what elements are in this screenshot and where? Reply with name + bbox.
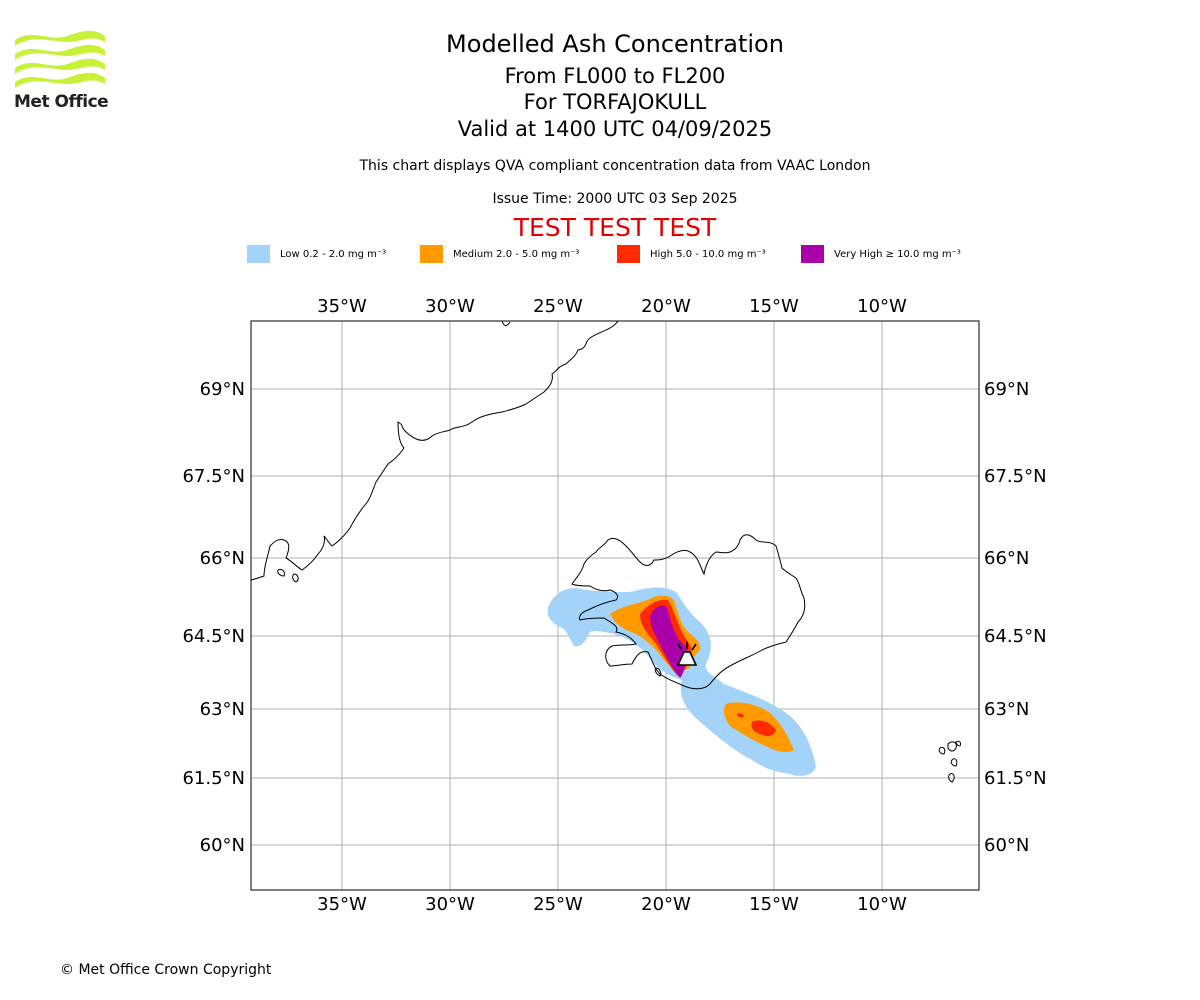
lon-label-bottom: 10°W [857,894,907,915]
latitude-labels-left: 69°N 67.5°N 66°N 64.5°N 63°N 61.5°N 60°N [182,379,245,856]
volcano-name: For TORFAJOKULL [523,90,707,114]
valid-time: Valid at 1400 UTC 04/09/2025 [457,117,773,141]
legend-label-medium: Medium 2.0 - 5.0 mg m⁻³ [453,248,580,260]
legend-label-high: High 5.0 - 10.0 mg m⁻³ [650,248,766,260]
legend-item-low: Low 0.2 - 2.0 mg m⁻³ [247,244,386,264]
met-office-waves-icon [15,30,105,88]
longitude-labels-top: 35°W 30°W 25°W 20°W 15°W 10°W [317,296,907,317]
lon-label-top: 15°W [749,296,799,317]
lon-label-top: 20°W [641,296,691,317]
flight-level-range: From FL000 to FL200 [504,64,726,88]
legend-swatch-medium [420,245,443,263]
lat-label-right: 67.5°N [984,466,1047,487]
lat-label-right: 61.5°N [984,768,1047,789]
lon-label-top: 10°W [857,296,907,317]
lat-label-right: 63°N [984,699,1029,720]
lat-label-left: 63°N [200,699,245,720]
lon-label-top: 30°W [425,296,475,317]
lon-label-top: 25°W [533,296,583,317]
lat-label-left: 64.5°N [182,626,245,647]
lon-label-bottom: 35°W [317,894,367,915]
lat-label-left: 61.5°N [182,768,245,789]
map-frame [250,320,980,891]
longitude-labels-bottom: 35°W 30°W 25°W 20°W 15°W 10°W [317,894,907,915]
issue-time: Issue Time: 2000 UTC 03 Sep 2025 [492,191,738,207]
chart-description: This chart displays QVA compliant concen… [359,158,871,174]
volcano-icon [676,642,698,666]
lat-label-right: 66°N [984,548,1029,569]
met-office-logo: Met Office [12,28,112,114]
lat-label-left: 66°N [200,548,245,569]
lat-label-left: 60°N [200,835,245,856]
chart-title: Modelled Ash Concentration [446,30,784,58]
legend-item-high: High 5.0 - 10.0 mg m⁻³ [617,244,766,264]
test-banner: TEST TEST TEST [513,213,717,242]
map-gridlines [251,321,979,890]
logo-text: Met Office [14,92,109,112]
lat-label-right: 64.5°N [984,626,1047,647]
lat-label-left: 69°N [200,379,245,400]
lon-label-bottom: 30°W [425,894,475,915]
ash-area-very-high [650,605,689,678]
legend-swatch-high [617,245,640,263]
legend-label-low: Low 0.2 - 2.0 mg m⁻³ [280,248,387,260]
lon-label-bottom: 15°W [749,894,799,915]
latitude-labels-right: 69°N 67.5°N 66°N 64.5°N 63°N 61.5°N 60°N [984,379,1047,856]
legend-item-very-high: Very High ≥ 10.0 mg m⁻³ [801,244,961,264]
lon-label-top: 35°W [317,296,367,317]
legend-item-medium: Medium 2.0 - 5.0 mg m⁻³ [420,244,579,264]
lon-label-bottom: 25°W [533,894,583,915]
lat-label-left: 67.5°N [182,466,245,487]
lat-label-right: 60°N [984,835,1029,856]
lat-label-right: 69°N [984,379,1029,400]
legend-swatch-very-high [801,245,824,263]
lon-label-bottom: 20°W [641,894,691,915]
legend-swatch-low [247,245,270,263]
coastlines [251,321,961,783]
legend-label-very-high: Very High ≥ 10.0 mg m⁻³ [834,248,961,260]
copyright-notice: © Met Office Crown Copyright [60,962,272,978]
